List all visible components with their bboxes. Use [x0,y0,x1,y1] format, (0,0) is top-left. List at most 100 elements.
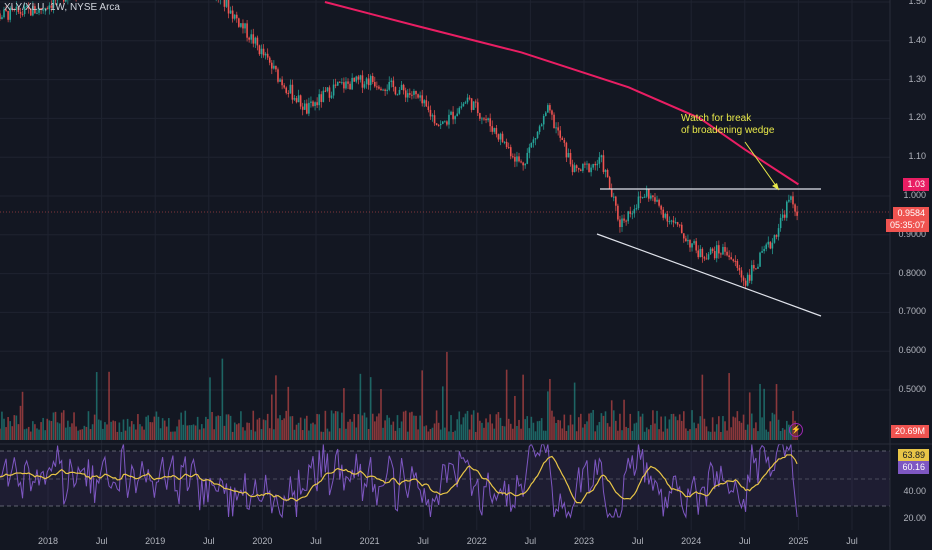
volume-bar [320,431,323,440]
candle-body [615,196,617,206]
candle-body [540,124,543,127]
lightning-icon[interactable]: ⚡ [789,423,803,437]
candle-body [404,90,407,98]
volume-bar [297,422,300,440]
volume-bar [627,428,629,440]
candle-body [516,156,518,162]
price-tick-label: 0.6000 [898,345,926,356]
volume-bar [575,431,578,440]
volume-bar [413,415,415,440]
candle-body [594,163,597,166]
volume-bar [1,411,3,440]
candle-body [357,76,360,80]
volume-bar [336,411,339,440]
volume-bar [310,423,312,440]
volume-bar [429,429,432,440]
candle-body [308,102,310,114]
rsi-tick-label: 40.00 [903,486,926,496]
candle-body [586,163,588,165]
candle-body [260,48,263,55]
volume-bar [439,429,442,440]
candle-body [9,7,11,20]
candle-body [306,103,308,114]
volume-bar [528,428,531,440]
volume-bar [130,421,133,440]
candle-body [27,6,30,9]
volume-bar [285,410,288,440]
volume-bar [353,413,356,440]
volume-bar [326,428,329,440]
volume-bar [254,431,257,440]
candle-body [788,199,790,202]
volume-bar [126,418,129,440]
volume-bar [324,410,327,440]
volume-bar [470,414,473,440]
volume-bar [168,418,170,440]
volume-bar [143,429,145,440]
time-tick-label: Jul [631,536,644,546]
candle-body [0,13,1,20]
volume-bar [522,374,524,440]
volume-bar [777,419,780,440]
volume-bar [485,418,487,440]
volume-bar [271,394,273,440]
candle-body [231,10,234,19]
candle-body [347,81,349,84]
volume-bar [172,431,174,440]
candle-body [538,126,541,132]
volume-bar [709,431,712,440]
candle-body [279,79,281,82]
candle-body [441,121,444,124]
volume-bar [87,411,90,440]
volume-bar [384,420,386,440]
candle-body [7,11,9,20]
volume-bar [674,416,677,440]
symbol-title[interactable]: XLY/XLU, 1W, NYSE Arca [4,2,120,13]
volume-bar [662,431,665,440]
volume-bar [639,416,642,440]
volume-bar [497,412,500,440]
candle-body [285,87,288,93]
volume-bar [415,415,417,440]
candle-body [277,69,279,82]
volume-bar [194,425,197,440]
volume-bar [100,420,102,440]
volume-bar [390,424,393,440]
candle-body [343,82,345,89]
candle-body [602,155,605,172]
candle-body [468,97,471,99]
candle-body [689,240,691,248]
candle-body [672,220,675,223]
volume-bar [217,415,220,440]
candle-body [433,115,436,124]
candle-body [495,128,498,135]
candle-body [466,97,469,103]
volume-bar [742,414,745,440]
volume-bar [538,420,541,440]
arrow-head [772,183,779,190]
volume-bar [489,414,491,440]
candle-body [779,217,782,229]
volume-bar [176,426,178,440]
volume-bar [472,410,475,440]
candle-body [505,141,508,148]
candle-body [532,139,535,143]
candle-body [382,89,384,91]
volume-bar [584,424,586,440]
volume-bar [248,422,250,440]
volume-bar [565,430,568,440]
volume-bar [417,429,419,440]
candles [0,0,798,290]
candle-body [386,89,388,91]
candle-body [633,209,636,214]
candle-body [299,95,302,107]
volume-bar [542,430,545,440]
candle-body [297,95,300,103]
volume-bar [691,410,693,440]
candle-body [256,37,259,46]
volume-bar [34,424,36,440]
volume-bar [198,429,201,440]
candle-body [769,241,772,249]
candle-body [715,245,718,259]
